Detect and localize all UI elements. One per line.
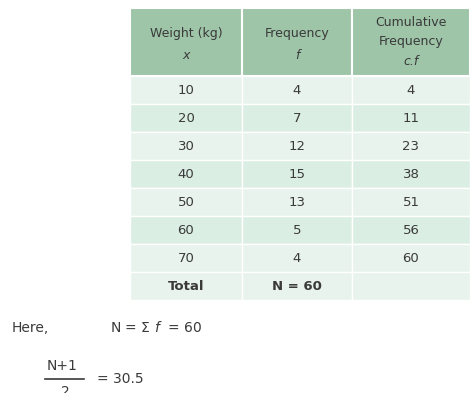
Text: N+1: N+1 bbox=[47, 359, 78, 373]
Text: N = 60: N = 60 bbox=[272, 279, 322, 292]
Bar bbox=[352, 160, 470, 188]
Text: Total: Total bbox=[168, 279, 204, 292]
Text: x: x bbox=[182, 49, 190, 62]
Text: 70: 70 bbox=[178, 252, 194, 264]
Text: = 30.5: = 30.5 bbox=[97, 372, 144, 386]
Bar bbox=[352, 76, 470, 104]
Bar bbox=[130, 188, 242, 216]
Text: f: f bbox=[295, 49, 299, 62]
Bar bbox=[242, 160, 352, 188]
Bar bbox=[352, 8, 470, 76]
Text: N = $\Sigma$ $f$  = 60: N = $\Sigma$ $f$ = 60 bbox=[110, 321, 202, 336]
Text: 13: 13 bbox=[289, 195, 306, 209]
Text: 10: 10 bbox=[178, 83, 194, 97]
Bar bbox=[352, 104, 470, 132]
Bar bbox=[130, 132, 242, 160]
Bar bbox=[130, 104, 242, 132]
Text: Cumulative: Cumulative bbox=[375, 17, 447, 29]
Text: c.f: c.f bbox=[403, 55, 419, 68]
Bar bbox=[130, 160, 242, 188]
Bar bbox=[242, 272, 352, 300]
Text: 4: 4 bbox=[293, 83, 301, 97]
Text: 56: 56 bbox=[402, 224, 419, 237]
Bar bbox=[130, 244, 242, 272]
Bar bbox=[242, 188, 352, 216]
Text: 40: 40 bbox=[178, 167, 194, 180]
Bar bbox=[242, 8, 352, 76]
Bar bbox=[130, 272, 242, 300]
Text: Frequency: Frequency bbox=[264, 27, 329, 40]
Text: 11: 11 bbox=[402, 112, 419, 125]
Bar bbox=[242, 244, 352, 272]
Bar bbox=[242, 132, 352, 160]
Bar bbox=[352, 216, 470, 244]
Text: 60: 60 bbox=[402, 252, 419, 264]
Bar bbox=[352, 272, 470, 300]
Text: 30: 30 bbox=[178, 140, 194, 152]
Bar bbox=[242, 104, 352, 132]
Text: 60: 60 bbox=[178, 224, 194, 237]
Bar bbox=[242, 76, 352, 104]
Text: 51: 51 bbox=[402, 195, 419, 209]
Text: 2: 2 bbox=[61, 385, 70, 393]
Bar bbox=[130, 216, 242, 244]
Text: Weight (kg): Weight (kg) bbox=[150, 27, 222, 40]
Text: Here,: Here, bbox=[12, 321, 49, 335]
Text: 7: 7 bbox=[293, 112, 301, 125]
Bar bbox=[352, 132, 470, 160]
Text: 20: 20 bbox=[178, 112, 194, 125]
Bar bbox=[352, 188, 470, 216]
Bar bbox=[352, 244, 470, 272]
Text: 12: 12 bbox=[289, 140, 306, 152]
Text: 23: 23 bbox=[402, 140, 419, 152]
Text: 4: 4 bbox=[407, 83, 415, 97]
Bar bbox=[130, 8, 242, 76]
Text: 4: 4 bbox=[293, 252, 301, 264]
Bar bbox=[130, 76, 242, 104]
Text: 50: 50 bbox=[178, 195, 194, 209]
Text: 5: 5 bbox=[293, 224, 301, 237]
Text: Frequency: Frequency bbox=[379, 35, 443, 48]
Bar bbox=[242, 216, 352, 244]
Text: 15: 15 bbox=[289, 167, 306, 180]
Text: 38: 38 bbox=[402, 167, 419, 180]
